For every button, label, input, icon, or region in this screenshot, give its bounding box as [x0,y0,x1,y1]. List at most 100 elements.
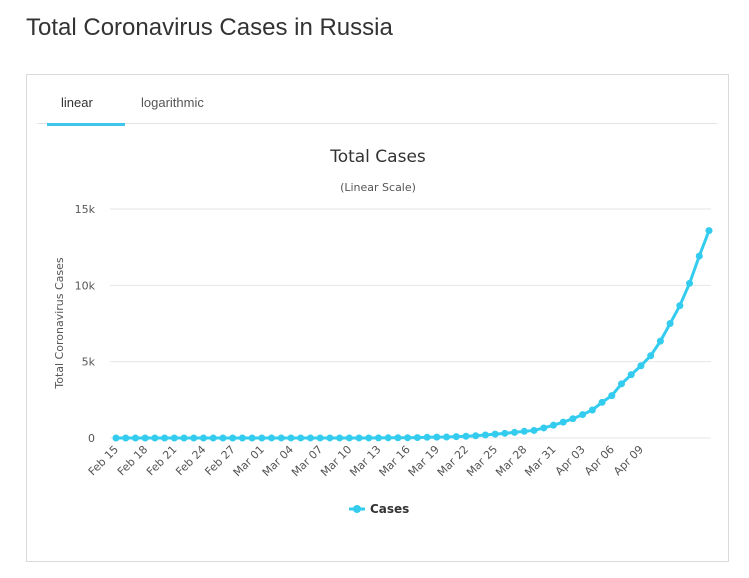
data-point[interactable] [549,421,557,429]
data-point[interactable] [355,434,363,442]
cases-chart: Total Cases (Linear Scale) Total Coronav… [53,147,713,516]
data-point[interactable] [579,411,587,419]
x-tick-label: Mar 22 [435,443,471,479]
x-tick-label: Feb 18 [115,443,150,478]
data-point[interactable] [161,434,169,442]
y-tick-labels: 0 5k 10k 15k [75,203,96,445]
legend-marker [353,505,361,513]
data-point[interactable] [141,434,149,442]
x-tick-label: Mar 28 [493,443,529,479]
data-point[interactable] [229,434,237,442]
tab-linear[interactable]: linear [61,95,93,110]
data-point[interactable] [316,434,324,442]
data-point[interactable] [394,434,402,442]
data-point[interactable] [472,432,480,440]
data-point[interactable] [238,434,246,442]
series-line-cases [116,230,711,440]
y-tick-label: 10k [75,279,96,292]
series-cases [112,227,713,442]
chart-panel: linear logarithmic Total Cases (Linear S… [26,74,729,562]
y-axis-label: Total Coronavirus Cases [53,257,66,390]
data-point[interactable] [501,429,509,437]
data-point[interactable] [608,392,616,400]
data-point[interactable] [365,434,373,442]
data-point[interactable] [404,434,412,442]
data-point[interactable] [686,279,694,287]
data-point[interactable] [336,434,344,442]
legend-label-cases: Cases [370,502,409,516]
legend[interactable]: Cases [349,502,409,516]
data-point[interactable] [433,433,441,441]
data-point[interactable] [151,434,159,442]
data-point[interactable] [705,227,713,235]
data-point[interactable] [374,434,382,442]
data-point[interactable] [452,433,460,441]
x-tick-label: Mar 16 [377,443,413,479]
x-tick-label: Feb 21 [144,443,179,478]
data-point[interactable] [209,434,217,442]
x-tick-label: Mar 25 [464,443,500,479]
x-tick-label: Feb 15 [86,443,121,478]
data-point[interactable] [443,433,451,441]
data-point[interactable] [588,406,596,414]
data-point[interactable] [190,434,198,442]
data-point[interactable] [676,302,684,310]
data-point[interactable] [647,352,655,360]
data-point[interactable] [131,434,139,442]
data-point[interactable] [219,434,227,442]
data-point[interactable] [462,432,470,440]
active-tab-indicator [47,123,125,126]
x-tick-label: Mar 04 [260,443,296,479]
x-tick-label: Apr 03 [553,443,588,478]
data-point[interactable] [530,426,538,434]
data-point[interactable] [248,434,256,442]
x-tick-label: Mar 10 [318,443,354,479]
data-point[interactable] [345,434,353,442]
data-point[interactable] [481,431,489,439]
data-point[interactable] [540,424,548,432]
tab-logarithmic[interactable]: logarithmic [141,95,204,110]
data-point[interactable] [695,252,703,260]
data-point[interactable] [423,433,431,441]
x-tick-label: Apr 09 [611,443,646,478]
data-point[interactable] [520,427,528,435]
x-tick-label: Feb 24 [173,443,208,478]
data-point[interactable] [170,434,178,442]
y-tick-label: 15k [75,203,96,216]
x-tick-label: Mar 13 [347,443,383,479]
data-point[interactable] [326,434,334,442]
data-point[interactable] [627,371,635,379]
data-point[interactable] [569,415,577,423]
data-point[interactable] [268,434,276,442]
grid-lines [110,208,711,439]
scale-tabs: linear logarithmic [37,75,717,126]
data-point[interactable] [258,434,266,442]
data-point[interactable] [618,380,626,388]
x-tick-label: Mar 01 [231,443,267,479]
x-tick-label: Apr 06 [582,443,617,478]
chart-title: Total Cases [329,147,426,167]
data-point[interactable] [598,398,606,406]
x-tick-label: Mar 07 [289,443,325,479]
data-point[interactable] [666,320,674,328]
data-point[interactable] [180,434,188,442]
data-point[interactable] [122,434,130,442]
y-tick-label: 0 [88,432,95,445]
data-point[interactable] [306,434,314,442]
data-point[interactable] [491,430,499,438]
data-point[interactable] [511,428,519,436]
data-point[interactable] [277,434,285,442]
x-tick-label: Mar 31 [522,443,558,479]
data-point[interactable] [384,434,392,442]
data-point[interactable] [287,434,295,442]
data-point[interactable] [637,362,645,370]
data-point[interactable] [559,418,567,426]
data-point[interactable] [112,434,120,442]
data-point[interactable] [413,434,421,442]
chart-subtitle: (Linear Scale) [340,181,416,194]
x-tick-label: Mar 19 [406,443,442,479]
data-point[interactable] [656,337,664,345]
data-point[interactable] [199,434,207,442]
data-point[interactable] [297,434,305,442]
